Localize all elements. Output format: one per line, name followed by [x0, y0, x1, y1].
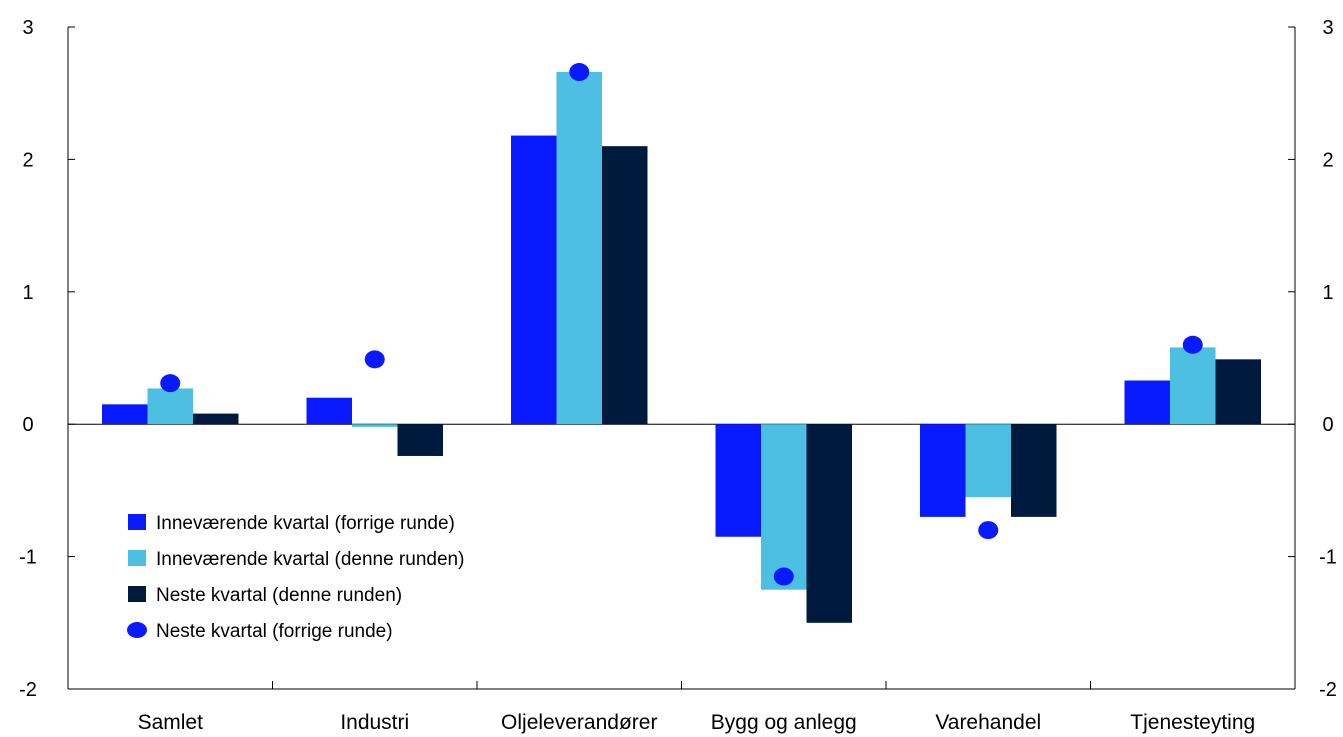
bar — [147, 388, 193, 425]
bar — [1124, 380, 1170, 425]
bar — [102, 404, 148, 425]
x-tick-label: Varehandel — [935, 711, 1041, 734]
bars-layer — [102, 72, 1261, 623]
bar — [556, 72, 602, 425]
y-tick-label-right: 2 — [1322, 149, 1333, 171]
x-tick-label: Oljeleverandører — [501, 711, 657, 734]
x-tick-label: Bygg og anlegg — [711, 711, 857, 734]
legend-swatch — [128, 550, 146, 566]
bar — [193, 413, 239, 425]
bar — [397, 424, 443, 456]
y-tick-label-left: 3 — [22, 17, 33, 39]
bar — [602, 146, 648, 425]
y-tick-label-right: -2 — [1319, 679, 1337, 701]
bar — [715, 424, 761, 537]
y-tick-label-left: -1 — [19, 547, 37, 569]
y-tick-label-right: 3 — [1322, 17, 1333, 39]
legend-label: Inneværende kvartal (denne runden) — [156, 549, 464, 570]
data-point — [978, 521, 999, 540]
x-axis-ticks: Samlet Industri Oljeleverandører Bygg og an… — [138, 681, 1255, 734]
data-point — [569, 63, 590, 82]
bar — [306, 397, 352, 425]
legend-label: Neste kvartal (forrige runde) — [156, 621, 393, 642]
legend-marker — [127, 622, 147, 638]
data-point — [364, 350, 385, 369]
data-point — [160, 374, 181, 393]
data-point — [1182, 335, 1203, 354]
bar — [806, 424, 852, 623]
y-tick-label-left: 0 — [22, 414, 33, 436]
bar — [511, 135, 557, 425]
bar — [1011, 424, 1057, 517]
points-layer — [160, 63, 1203, 586]
legend-swatch — [128, 586, 146, 602]
legend-label: Neste kvartal (denne runden) — [156, 585, 402, 606]
legend: Inneværende kvartal (forrige runde) Innev… — [127, 513, 464, 642]
bar — [1215, 359, 1261, 425]
bar — [920, 424, 966, 517]
bar — [761, 424, 807, 590]
bar — [352, 424, 398, 427]
x-tick-label: Samlet — [138, 711, 204, 734]
y-tick-label-right: 0 — [1322, 414, 1333, 436]
legend-swatch — [128, 514, 146, 530]
x-tick-label: Tjenesteyting — [1130, 711, 1255, 734]
legend-label: Inneværende kvartal (forrige runde) — [156, 513, 455, 534]
y-tick-label-left: 2 — [22, 149, 33, 171]
y-tick-label-right: -1 — [1319, 547, 1337, 569]
x-tick-label: Industri — [340, 711, 409, 734]
bar — [1170, 347, 1216, 425]
data-point — [773, 567, 794, 586]
y-tick-label-left: 1 — [22, 282, 33, 304]
y-tick-label-right: 1 — [1322, 282, 1333, 304]
y-tick-label-left: -2 — [19, 679, 37, 701]
bar — [965, 424, 1011, 498]
y-axis-ticks: 3 3 2 2 1 1 0 0 -1 -1 -2 -2 — [19, 17, 1337, 701]
